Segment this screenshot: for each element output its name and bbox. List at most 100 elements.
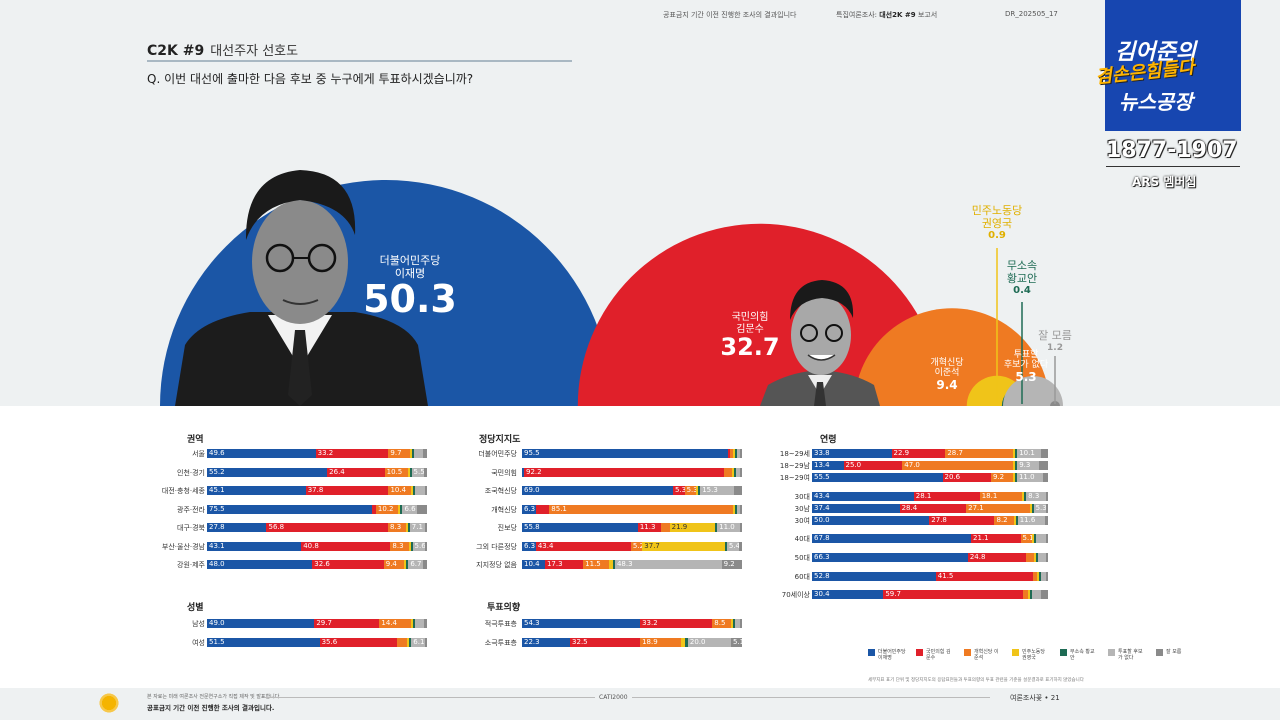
legend-item: 투표할 후보가 없다	[1108, 649, 1146, 661]
report-name: 대선2K #9	[879, 11, 916, 19]
row-label: 서울	[192, 450, 205, 458]
bar-segment	[411, 486, 414, 495]
bar-segment	[1038, 553, 1046, 562]
bar-segment: 49.0	[207, 619, 315, 628]
none-party: 투표할	[1013, 350, 1039, 360]
bar-segment: 52.8	[812, 572, 936, 581]
legend-item: 개혁신당 이준석	[964, 649, 1002, 661]
bar-segment	[407, 467, 410, 477]
row-label: 광주·전라	[177, 505, 205, 514]
bar-segment	[1015, 516, 1018, 525]
row-label: 부산·울산·경남	[161, 542, 205, 551]
bar-segment	[1013, 516, 1016, 525]
bar-segment: 59.7	[883, 590, 1024, 599]
candidate-bubble-chart	[160, 170, 1063, 406]
row-label: 대구·경북	[177, 524, 205, 532]
doc-code: DR_202505_17	[1005, 10, 1058, 18]
bar-segment	[397, 638, 408, 647]
bar-segment	[1015, 461, 1018, 470]
bar-segment	[1045, 534, 1048, 543]
report-suffix: 보고서	[917, 11, 938, 19]
bar-segment: 21.1	[971, 534, 1021, 543]
hwang-party: 무소속	[1006, 259, 1038, 272]
footer-note: 본 자료는 미래 여론조사 전문연구소가 직접 제작 및 발표합니다	[147, 694, 280, 700]
legend-item: 무소속 황교안	[1060, 649, 1098, 661]
bar-segment	[1012, 449, 1016, 458]
bar-segment: 8.3	[1026, 492, 1046, 501]
bar-segment: 20.0	[687, 638, 731, 647]
bar-segment: 43.1	[207, 541, 302, 551]
legend-label: 민주노동당 권영국	[1022, 649, 1046, 661]
bar-segment: 11.3	[637, 523, 662, 532]
bar-segment	[1023, 590, 1028, 599]
bar-segment	[724, 541, 727, 551]
bar-segment: 10.4	[522, 560, 545, 569]
kwon-value: 0.9	[988, 230, 1006, 242]
bar-segment: 17.3	[544, 560, 584, 569]
leejs-name: 이준석	[934, 368, 960, 379]
bar-segment: 10.4	[388, 486, 412, 495]
bar-segment	[410, 541, 413, 551]
bar-segment	[405, 523, 408, 532]
legend-swatch	[868, 649, 875, 656]
bar-segment	[732, 619, 735, 628]
row-label: 적극투표층	[484, 620, 517, 628]
stacked-bar: 49.0 29.7 14.4	[207, 619, 427, 628]
bar-segment	[1045, 492, 1048, 501]
bar-segment: 6.3	[522, 504, 536, 514]
bar-segment: 33.8	[812, 449, 892, 458]
stacked-bar: 22.3 32.5 18.9 20.0 5.1	[522, 638, 742, 647]
row-label: 30남	[794, 505, 810, 513]
row-label: 강원·제주	[177, 561, 205, 569]
bar-segment	[535, 504, 550, 514]
label-lee: 더불어민주당 이재명 50.3	[360, 254, 460, 320]
dk-value: 1.2	[1047, 342, 1063, 353]
bar-segment	[1024, 492, 1027, 501]
stacked-bar: 69.0 5.3 5.3 15.3	[522, 486, 743, 495]
bar-segment: 7.1	[409, 523, 425, 532]
label-dk: 잘 모름 1.2	[1030, 329, 1080, 353]
bar-segment: 28.7	[945, 449, 1013, 458]
stacked-bar: 43.4 28.1 18.1 8.3	[812, 492, 1048, 501]
bar-segment	[738, 541, 742, 551]
bar-segment	[424, 619, 427, 628]
bar-segment: 75.5	[207, 504, 373, 514]
bar-segment	[1046, 553, 1048, 562]
bar-segment	[522, 467, 524, 477]
notice-text: 공표금지 기간 이전 진행한 조사의 결과입니다	[663, 11, 797, 19]
bar-segment: 29.7	[314, 619, 380, 628]
bar-segment: 56.8	[266, 523, 389, 532]
leejs-value: 9.4	[936, 377, 958, 392]
bar-segment	[1031, 504, 1034, 513]
none-value: 5.3	[1015, 369, 1037, 384]
lee-name: 이재명	[394, 266, 426, 280]
legend-label: 투표할 후보가 없다	[1118, 649, 1143, 661]
stacked-bar: 13.4 25.0 47.0 9.3	[812, 461, 1048, 470]
bar-segment: 11.0	[1016, 473, 1043, 482]
bar-segment	[1012, 461, 1016, 470]
bar-segment	[1014, 473, 1017, 482]
bar-segment: 48.3	[614, 560, 722, 569]
legend-item: 더불어민주당 이재명	[868, 649, 906, 661]
row-label: 여성	[192, 639, 205, 647]
bar-segment: 69.0	[522, 486, 673, 495]
section-title-2: 정당지지도	[479, 435, 521, 445]
bar-segment: 8.2	[994, 516, 1014, 525]
bar-segment	[730, 449, 733, 458]
sun-logo-icon	[98, 692, 120, 714]
bar-segment: 18.9	[640, 638, 681, 647]
bar-segment: 43.4	[812, 492, 914, 501]
bar-segment	[737, 504, 740, 514]
bar-segment	[424, 638, 427, 647]
bar-segment	[1022, 492, 1025, 501]
bar-segment	[1041, 572, 1046, 581]
legend-label: 개혁신당 이준석	[974, 649, 999, 661]
stacked-bar: 43.1 40.8 8.3 5.6	[207, 541, 427, 551]
bar-segment	[735, 467, 740, 477]
bubble-kim	[577, 223, 943, 406]
bar-segment: 55.2	[207, 467, 328, 477]
row-label: 인천·경기	[177, 468, 205, 477]
chart-footnote: 세부지표 표기 단위 및 정당지지도의 응답표현들과 투표의향의 투표 관련을 …	[868, 678, 1084, 683]
bar-segment	[735, 504, 738, 514]
